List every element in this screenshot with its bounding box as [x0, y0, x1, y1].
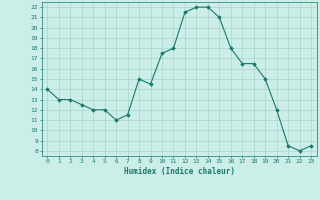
X-axis label: Humidex (Indice chaleur): Humidex (Indice chaleur) — [124, 167, 235, 176]
